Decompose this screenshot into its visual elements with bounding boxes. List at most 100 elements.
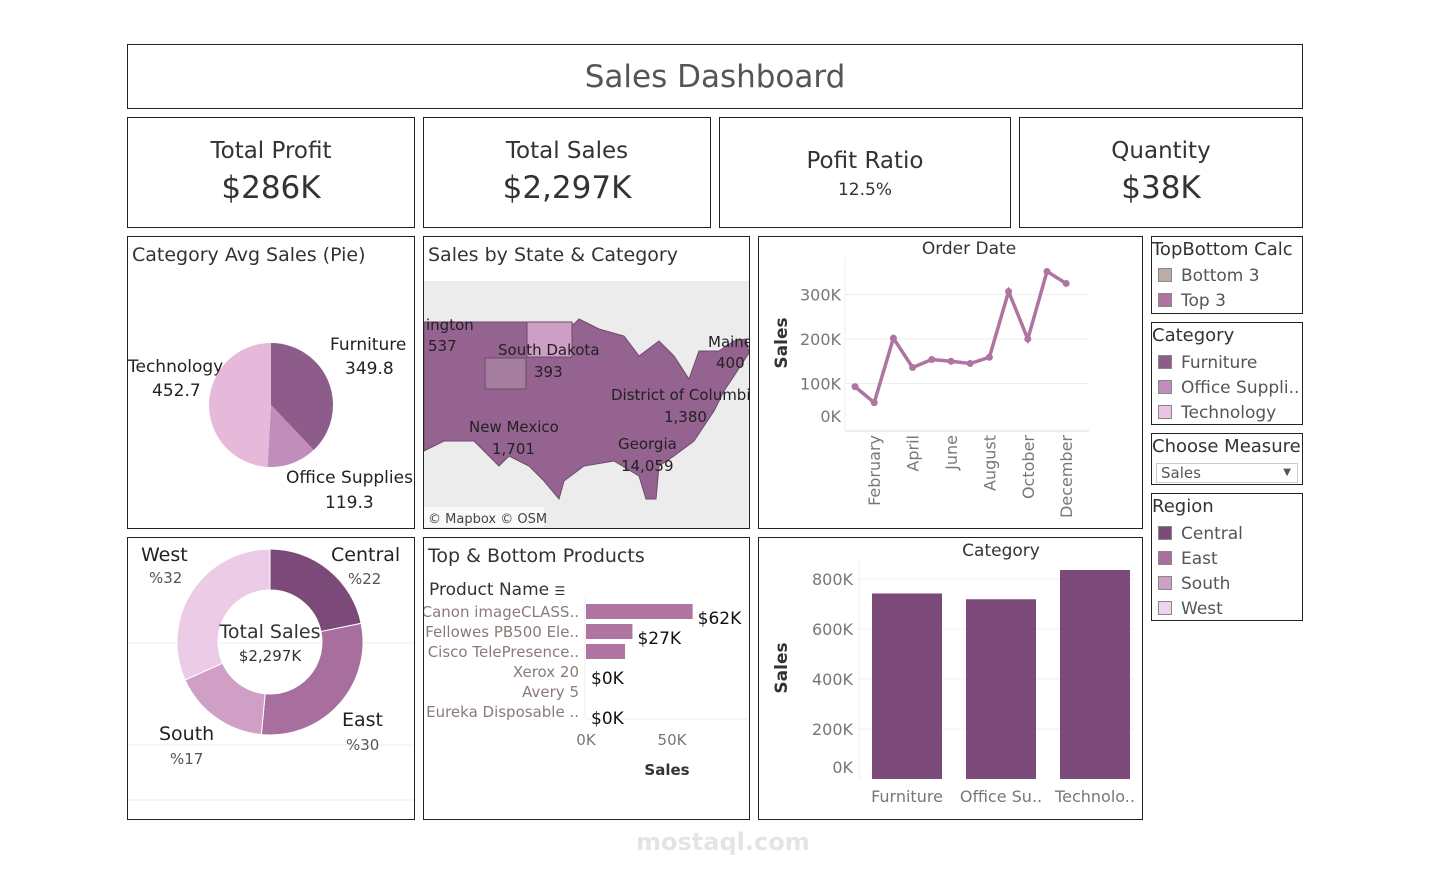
line-chart-ylabel: Sales [772,317,792,368]
product-bar [586,604,693,619]
products-bar-chart: Sales Canon imageCLASS.. $62K Fellowes PB5… [424,598,749,779]
kpi-value: $2,297K [502,170,632,206]
measure-dropdown[interactable]: Sales ▼ [1156,463,1298,483]
state-north-dakota[interactable] [526,321,573,358]
kpi-value: $38K [1121,170,1201,206]
data-point [985,353,993,361]
product-name: Xerox 20 [513,663,579,681]
donut-chart [128,548,414,801]
kpi-value: $286K [221,170,321,206]
donut-pct-east: %30 [346,736,379,754]
data-point [1062,279,1070,287]
choose-measure-parameter: Choose Measure Sales ▼ [1151,433,1303,485]
category-bar [872,593,942,779]
legend-swatch [1158,526,1172,540]
map-label: Maine [708,333,749,351]
sort-icon[interactable]: ☰ [554,584,566,598]
category-bar [1060,570,1130,779]
map-label: ington [426,316,474,334]
pie-label-technology: Technology [128,357,223,377]
region-donut-panel: West Central East South %32 %22 %30 %17 … [127,537,415,820]
pie-slice [209,343,271,467]
map-value: 1,380 [664,408,707,426]
topbottom-legend: TopBottom Calc Bottom 3 Top 3 [1151,236,1303,314]
map-attribution[interactable]: © Mapbox © OSM [428,512,547,527]
product-name: Fellowes PB500 Ele.. [425,623,579,641]
y-tick-label: 800K [812,570,854,589]
donut-pct-west: %32 [149,569,182,587]
map-value: 537 [428,337,457,355]
legend-swatch [1158,268,1172,282]
x-tick-label: August [980,435,999,491]
y-tick-label: 200K [812,720,854,739]
x-tick-label: Office Su.. [960,787,1042,806]
legend-item-east[interactable]: East [1158,549,1218,569]
watermark: mostaql.com [636,828,810,856]
product-value-label: $0K [591,669,625,689]
legend-item-south[interactable]: South [1158,574,1230,594]
us-map[interactable]: ington 537 South Dakota 393 Maine 400 Di… [424,281,749,529]
y-tick-label: 0K [832,758,853,777]
legend-item-top-3[interactable]: Top 3 [1158,291,1226,311]
legend-item-bottom-3[interactable]: Bottom 3 [1158,266,1260,286]
y-tick-label: 600K [812,620,854,639]
dashboard-title: Sales Dashboard [584,59,846,95]
kpi-label: Total Profit [210,138,332,164]
legend-title: Region [1152,496,1214,517]
y-tick-label: 0K [820,407,841,426]
dashboard-title-box: Sales Dashboard [127,44,1303,109]
legend-item-furniture[interactable]: Furniture [1158,353,1257,373]
kpi-total-sales: Total Sales $2,297K [423,117,711,228]
product-name-header[interactable]: Product Name ☰ [429,580,565,600]
map-value: 14,059 [621,457,674,475]
products-xlabel: Sales [644,761,689,779]
category-pie-panel: Category Avg Sales (Pie) Furniture 349.8… [127,236,415,529]
sales-line [853,268,1068,406]
data-point [889,334,897,342]
x-tick-label: April [904,435,923,472]
state-wyoming[interactable] [484,357,527,390]
legend-label: Central [1181,524,1243,544]
map-label: District of Columbia [611,386,749,404]
legend-label: Office Suppli.. [1181,378,1300,398]
top-bottom-products-panel: Top & Bottom Products Product Name ☰ Sal… [423,537,750,820]
product-value-label: $27K [637,629,681,649]
map-label: Georgia [618,435,677,453]
kpi-label: Quantity [1111,138,1211,164]
line-chart: Order Date Sales 300K 200K 100K 0K February A… [772,239,1089,518]
legend-item-office-supplies[interactable]: Office Suppli.. [1158,378,1299,398]
legend-label: East [1181,549,1218,569]
donut-pct-south: %17 [170,750,203,768]
map-value: 400 [716,354,745,372]
legend-swatch [1158,405,1172,419]
x-tick-label: June [942,435,961,471]
legend-label: Technology [1181,403,1277,423]
product-name: Eureka Disposable .. [426,703,579,721]
legend-label: Furniture [1181,353,1258,373]
measure-selected: Sales [1161,464,1201,482]
product-name: Canon imageCLASS.. [424,603,579,621]
legend-item-west[interactable]: West [1158,599,1223,619]
category-bar-chart: Category Sales 800K 600K 400K 200K 0K Furnitu… [772,541,1135,806]
x-tick-label: 0K [576,731,597,749]
state-map-panel: Sales by State & Category ington 537 Sou… [423,236,750,529]
y-tick-label: 400K [812,670,854,689]
legend-title: Category [1152,325,1235,346]
data-point [1043,267,1051,275]
donut-slice [176,548,271,681]
data-point [851,383,859,391]
data-point [928,356,936,364]
chevron-down-icon: ▼ [1283,467,1291,478]
x-tick-label: February [865,435,884,506]
kpi-quantity: Quantity $38K [1019,117,1303,228]
kpi-profit-ratio: Pofit Ratio 12.5% [719,117,1011,228]
pie-slice [271,343,333,451]
data-point [966,360,974,368]
legend-item-central[interactable]: Central [1158,524,1243,544]
y-tick-label: 200K [800,330,842,349]
donut-pct-central: %22 [348,570,381,588]
legend-swatch [1158,380,1172,394]
legend-item-technology[interactable]: Technology [1158,403,1276,423]
y-tick-label: 100K [800,375,842,394]
map-label: New Mexico [469,418,559,436]
